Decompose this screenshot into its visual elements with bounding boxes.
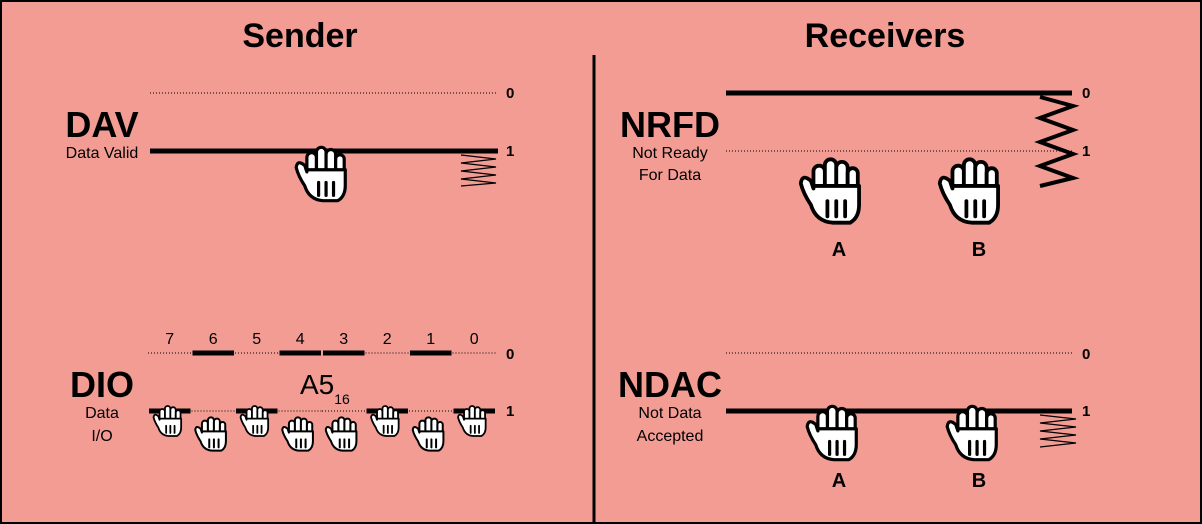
nrfd-receiver-a-hand-icon <box>798 157 861 225</box>
dav-level-0-label: 0 <box>506 85 514 102</box>
receivers-header: Receivers <box>805 17 966 55</box>
dio-section: DIO Data I/O 0 1 A516 7 6 5 4 3 2 1 0 <box>70 331 514 452</box>
nrfd-receiver-b-hand-icon <box>937 157 1000 225</box>
dio-bit-label: 0 <box>470 331 479 348</box>
ndac-description-line1: Not Data <box>638 405 701 422</box>
ndac-level-1-label: 1 <box>1082 403 1090 420</box>
dio-bit-hand-icon <box>411 416 445 452</box>
ndac-description-line2: Accepted <box>637 428 704 445</box>
dio-bit-hand-icon <box>194 416 227 452</box>
nrfd-label: NRFD <box>620 104 720 145</box>
dio-bit-label: 3 <box>339 331 348 348</box>
dav-sender-hand-icon <box>294 145 347 203</box>
ndac-section: NDAC Not Data Accepted 0 1 A B <box>618 346 1090 492</box>
nrfd-spring-icon <box>1034 95 1080 188</box>
dav-spring-icon <box>460 154 497 187</box>
dio-hex-base: 16 <box>334 391 350 407</box>
dio-hex-value: A516 <box>300 369 350 407</box>
ndac-receiver-a-hand-icon <box>805 404 858 462</box>
sender-header: Sender <box>242 17 357 55</box>
dio-bit-label: 6 <box>209 331 218 348</box>
ndac-spring-icon <box>1039 414 1077 448</box>
ndac-label: NDAC <box>618 364 722 405</box>
dio-description-line2: I/O <box>91 428 112 445</box>
ndac-level-0-label: 0 <box>1082 346 1090 363</box>
dio-bit-label: 2 <box>383 331 392 348</box>
nrfd-receiver-a-label: A <box>832 239 846 261</box>
dio-bit-hand-icon <box>281 416 314 452</box>
dav-level-1-label: 1 <box>506 143 514 160</box>
dio-bit-label: 1 <box>426 331 435 348</box>
ndac-receiver-b-label: B <box>972 470 986 492</box>
dio-hex-digits: A5 <box>300 369 334 400</box>
nrfd-description-line2: For Data <box>639 167 701 184</box>
dav-description: Data Valid <box>66 145 139 162</box>
nrfd-level-0-label: 0 <box>1082 85 1090 102</box>
dav-label: DAV <box>65 104 138 145</box>
dio-description-line1: Data <box>85 405 119 422</box>
dio-bit-label: 5 <box>252 331 261 348</box>
nrfd-section: NRFD Not Ready For Data 0 1 A B <box>620 85 1090 261</box>
dio-bit-label: 4 <box>296 331 305 348</box>
ndac-receiver-a-label: A <box>832 470 846 492</box>
dav-section: DAV Data Valid 0 1 <box>65 85 514 203</box>
dio-level-0-label: 0 <box>506 346 514 363</box>
ndac-receiver-b-hand-icon <box>945 404 998 462</box>
dio-bit-label: 7 <box>165 331 174 348</box>
nrfd-description-line1: Not Ready <box>632 145 708 162</box>
dio-label: DIO <box>70 364 134 405</box>
nrfd-level-1-label: 1 <box>1082 143 1090 160</box>
dio-bits: 7 6 5 4 3 2 1 0 <box>148 331 496 452</box>
dio-bit-hand-icon <box>324 416 358 452</box>
dio-level-1-label: 1 <box>506 403 514 420</box>
nrfd-receiver-b-label: B <box>972 239 986 261</box>
